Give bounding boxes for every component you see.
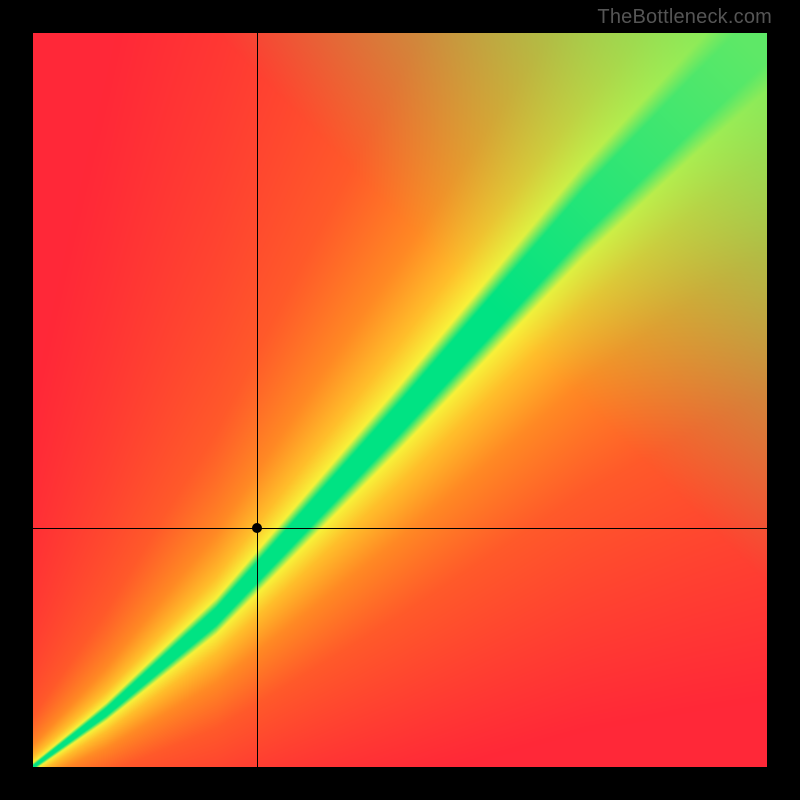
crosshair-horizontal-line [33,528,767,529]
heatmap-canvas [33,33,767,767]
selected-point-marker [252,523,262,533]
attribution-text: TheBottleneck.com [597,6,772,29]
chart-container: TheBottleneck.com [0,0,800,800]
crosshair-vertical-line [257,33,258,767]
bottleneck-heatmap [33,33,767,767]
